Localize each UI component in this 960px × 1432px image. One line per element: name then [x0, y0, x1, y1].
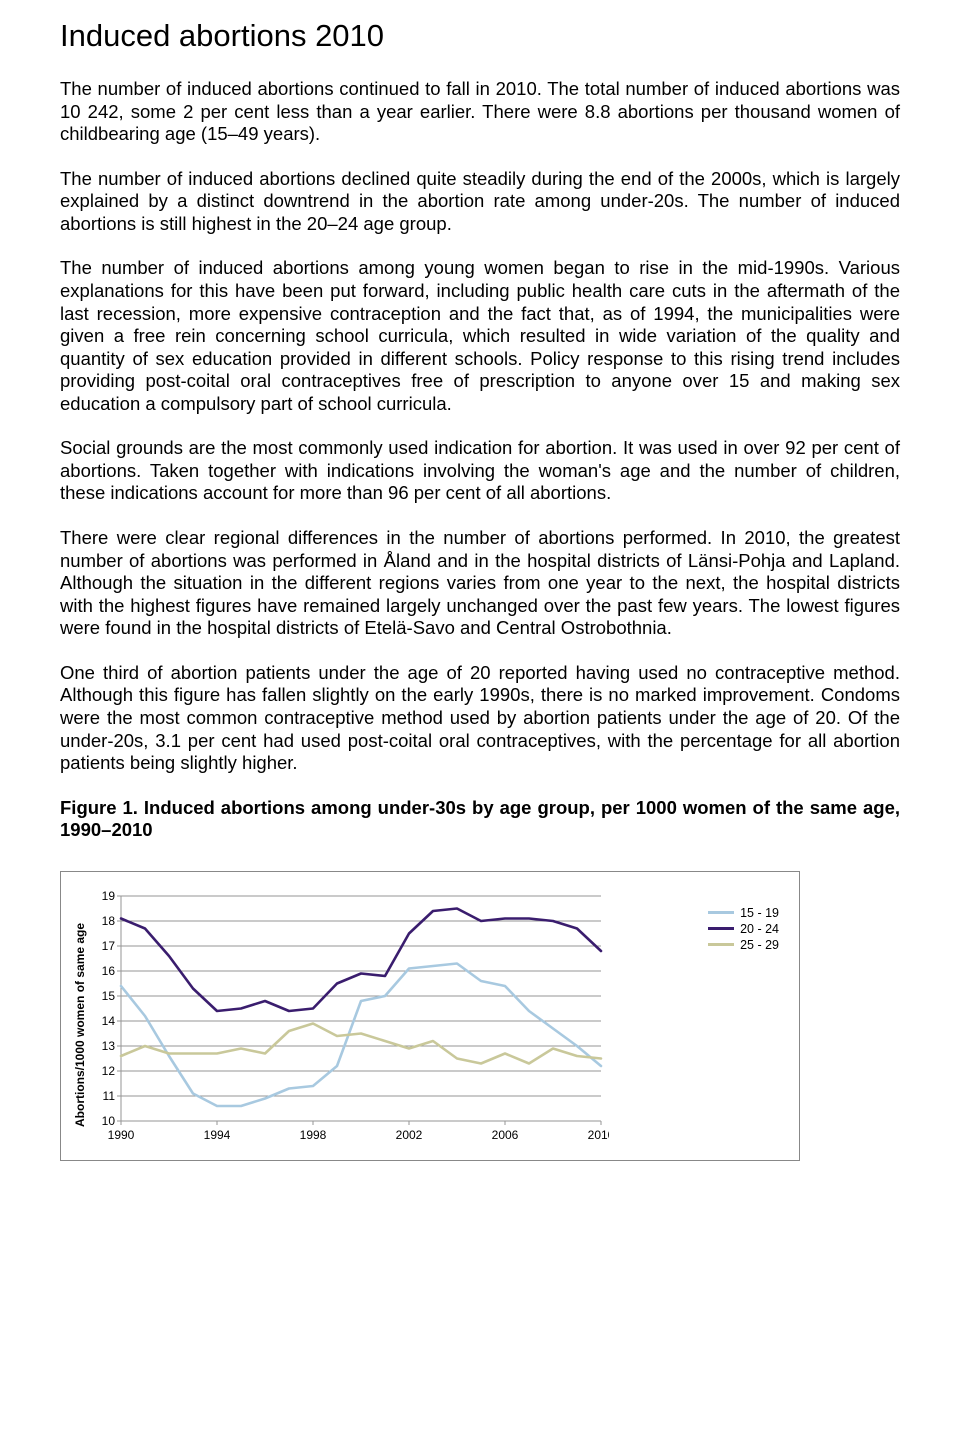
svg-text:14: 14	[102, 1014, 116, 1028]
chart-series-line	[121, 1023, 601, 1063]
svg-text:11: 11	[103, 1089, 116, 1103]
chart-container: Abortions/1000 women of same age 1011121…	[60, 871, 800, 1161]
svg-text:19: 19	[102, 890, 116, 903]
paragraph-1: The number of induced abortions continue…	[60, 78, 900, 146]
legend-swatch	[708, 927, 734, 930]
legend-item: 25 - 29	[708, 938, 779, 952]
svg-text:1998: 1998	[300, 1128, 327, 1142]
svg-text:1990: 1990	[108, 1128, 135, 1142]
line-chart: 10 11 12 13 14 15 16 17 18 19 1990 1994 1998 2002 2006…	[91, 890, 609, 1150]
svg-text:10: 10	[102, 1114, 116, 1128]
legend-swatch	[708, 943, 734, 946]
paragraph-4: Social grounds are the most commonly use…	[60, 437, 900, 505]
legend-item: 15 - 19	[708, 906, 779, 920]
legend-swatch	[708, 911, 734, 914]
svg-text:18: 18	[102, 914, 116, 928]
paragraph-2: The number of induced abortions declined…	[60, 168, 900, 236]
legend-label: 20 - 24	[740, 922, 779, 936]
legend-label: 15 - 19	[740, 906, 779, 920]
legend-item: 20 - 24	[708, 922, 779, 936]
svg-text:2010: 2010	[588, 1128, 609, 1142]
chart-legend: 15 - 19 20 - 24 25 - 29	[708, 906, 779, 954]
svg-text:17: 17	[102, 939, 116, 953]
svg-text:13: 13	[102, 1039, 116, 1053]
svg-text:1994: 1994	[204, 1128, 231, 1142]
paragraph-5: There were clear regional differences in…	[60, 527, 900, 640]
svg-text:2006: 2006	[492, 1128, 519, 1142]
svg-text:16: 16	[102, 964, 116, 978]
svg-text:15: 15	[102, 989, 116, 1003]
svg-text:2002: 2002	[396, 1128, 423, 1142]
paragraph-6: One third of abortion patients under the…	[60, 662, 900, 775]
figure-caption: Figure 1. Induced abortions among under-…	[60, 797, 900, 841]
paragraph-3: The number of induced abortions among yo…	[60, 257, 900, 415]
page-title: Induced abortions 2010	[60, 18, 900, 54]
legend-label: 25 - 29	[740, 938, 779, 952]
y-axis-label: Abortions/1000 women of same age	[73, 890, 87, 1150]
svg-text:12: 12	[102, 1064, 116, 1078]
